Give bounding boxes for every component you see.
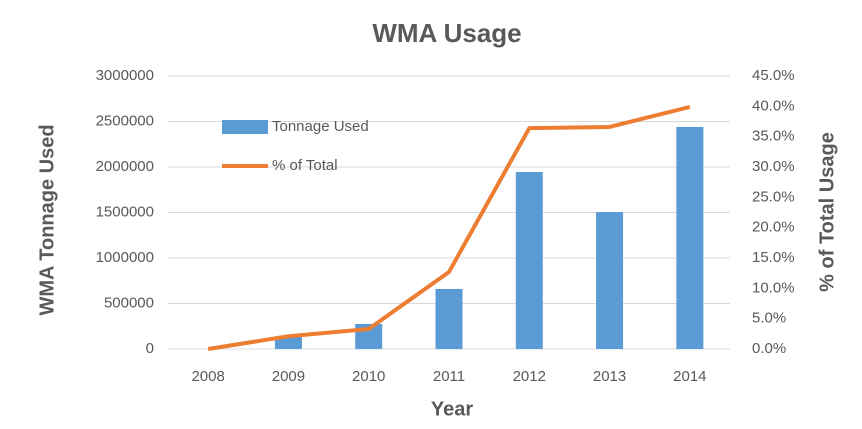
x-tick-label: 2011 <box>433 368 465 385</box>
y2-tick-label: 0.0% <box>752 340 786 357</box>
legend-label: Tonnage Used <box>272 118 369 135</box>
y2-tick-label: 25.0% <box>752 188 795 205</box>
y-tick-label: 1500000 <box>96 203 154 220</box>
y2-tick-label: 20.0% <box>752 219 795 236</box>
bar <box>596 212 624 349</box>
y2-axis-title: % of Total Usage <box>816 132 838 292</box>
bar <box>274 336 302 349</box>
bar <box>676 126 704 350</box>
x-tick-label: 2010 <box>352 368 385 385</box>
y2-tick-label: 35.0% <box>752 128 795 145</box>
y2-tick-label: 5.0% <box>752 310 786 327</box>
y2-tick-label: 15.0% <box>752 249 795 266</box>
y-tick-label: 1000000 <box>96 249 154 266</box>
line <box>207 104 691 351</box>
y-tick-label: 2000000 <box>96 158 154 175</box>
y-tick-label: 500000 <box>104 294 154 311</box>
legend-label: % of Total <box>272 157 338 174</box>
y2-tick-label: 40.0% <box>752 97 795 114</box>
y-axis-title: WMA Tonnage Used <box>36 124 58 315</box>
x-tick-label: 2008 <box>191 368 224 385</box>
bar <box>515 172 543 349</box>
y-tick-label: 3000000 <box>96 67 154 84</box>
x-tick-label: 2014 <box>673 368 706 385</box>
bar <box>435 288 463 349</box>
x-tick-label: 2012 <box>513 368 546 385</box>
y2-tick-label: 45.0% <box>752 67 795 84</box>
y2-tick-label: 10.0% <box>752 279 795 296</box>
y-tick-label: 2500000 <box>96 112 154 129</box>
x-tick-label: 2009 <box>272 368 305 385</box>
y-tick-label: 0 <box>146 340 154 357</box>
x-axis-title: Year <box>431 398 473 420</box>
y2-tick-label: 30.0% <box>752 158 795 175</box>
legend-swatch <box>222 120 268 134</box>
chart-title: WMA Usage <box>372 18 521 48</box>
x-tick-label: 2013 <box>593 368 626 385</box>
